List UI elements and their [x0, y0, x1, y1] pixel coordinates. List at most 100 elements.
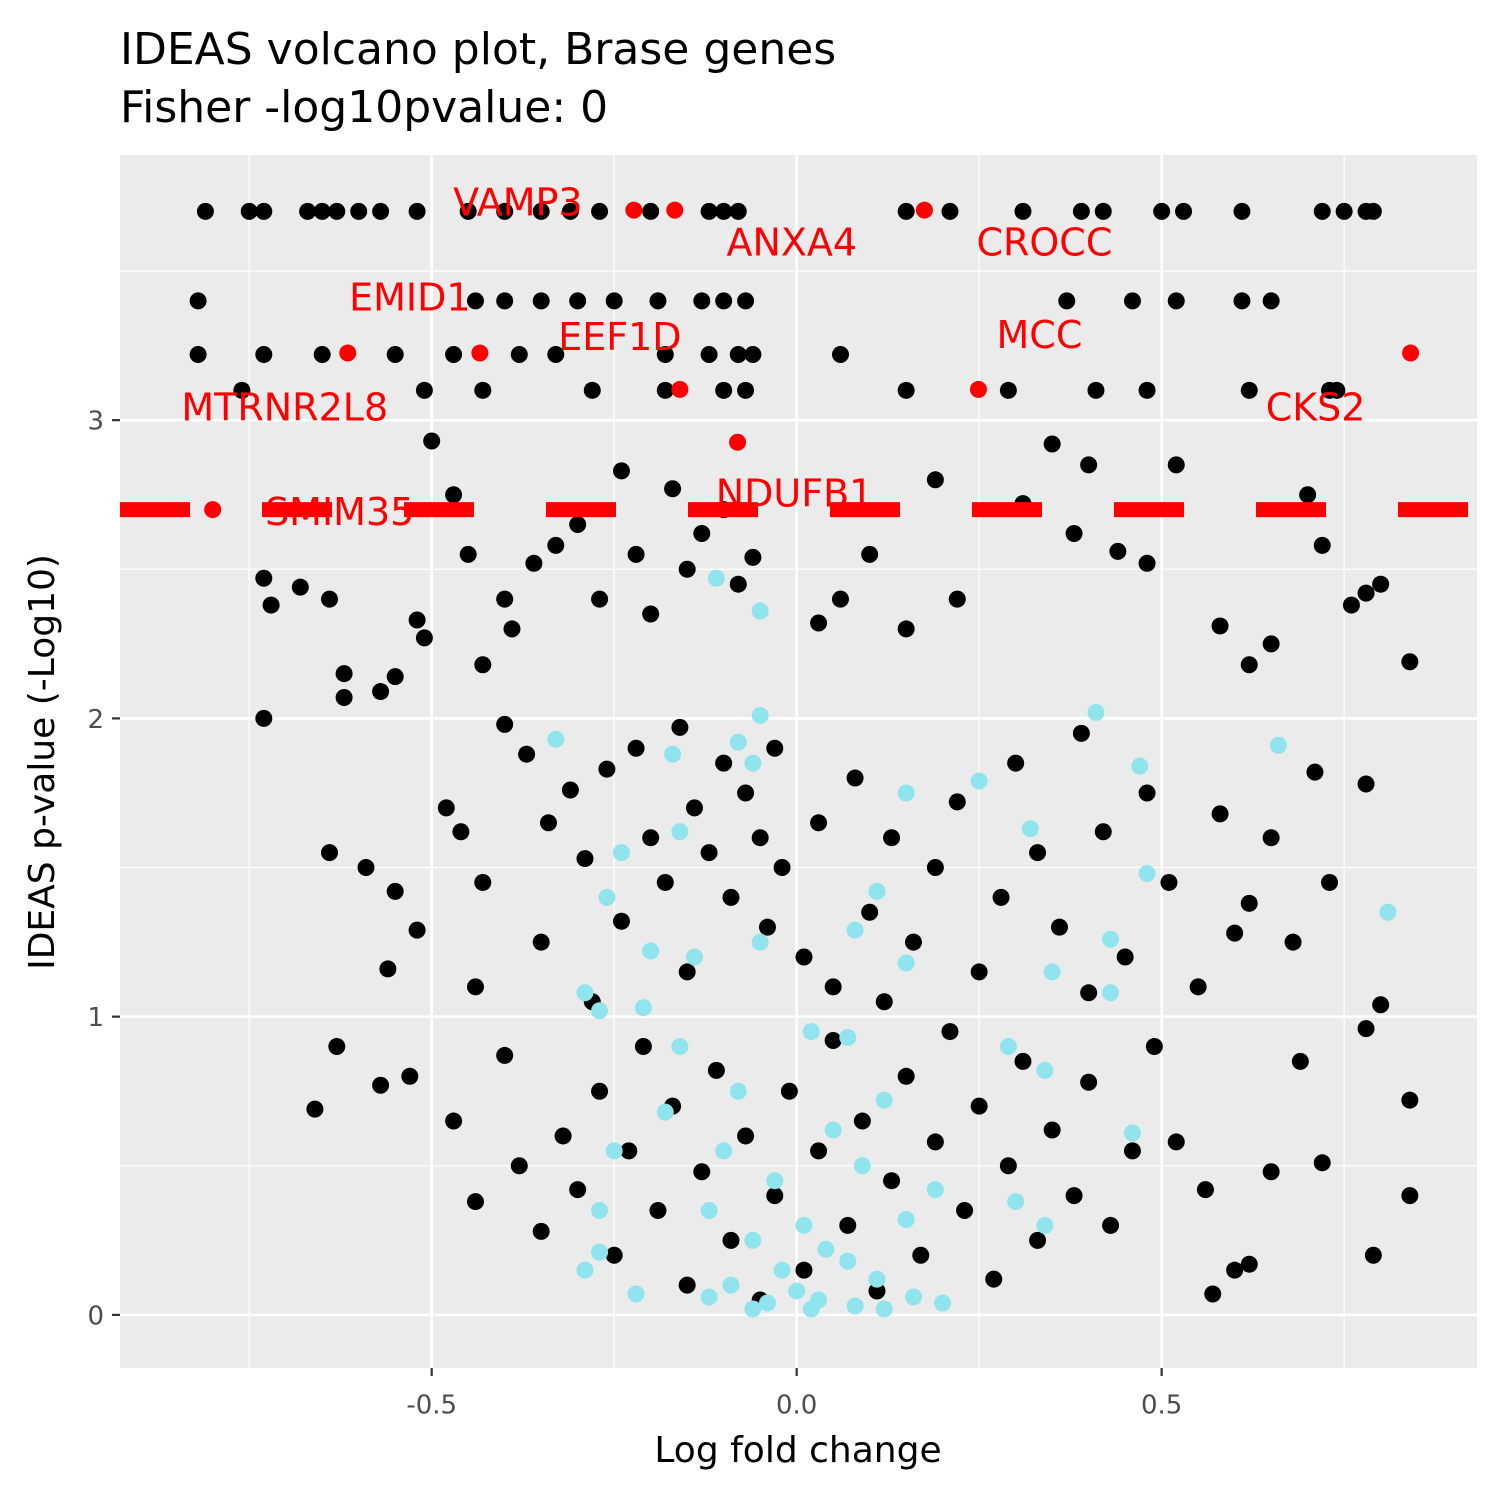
point — [1153, 202, 1171, 220]
point — [664, 480, 682, 498]
point — [766, 739, 784, 757]
point — [642, 829, 660, 847]
point — [678, 560, 696, 578]
point — [1138, 381, 1156, 399]
point — [1233, 292, 1251, 310]
point — [634, 999, 652, 1017]
point — [969, 380, 987, 398]
point — [1102, 1216, 1120, 1234]
point — [350, 202, 368, 220]
point — [372, 683, 390, 701]
point — [707, 569, 725, 587]
point — [532, 202, 550, 220]
point — [591, 1002, 609, 1020]
point — [320, 590, 338, 608]
point — [1240, 381, 1258, 399]
point — [547, 536, 565, 554]
point — [459, 202, 477, 220]
point — [1189, 978, 1207, 996]
point — [612, 462, 630, 480]
point — [839, 1252, 857, 1270]
point — [1167, 1133, 1185, 1151]
point — [204, 501, 222, 519]
point — [605, 292, 623, 310]
point — [1342, 596, 1360, 614]
point — [1123, 1124, 1141, 1142]
point — [503, 620, 521, 638]
point — [401, 1067, 419, 1085]
point — [189, 346, 207, 364]
point — [926, 471, 944, 489]
point — [802, 1300, 820, 1318]
point — [671, 380, 689, 398]
point — [766, 1187, 784, 1205]
point — [423, 432, 441, 450]
point — [1014, 1052, 1032, 1070]
point — [700, 844, 718, 862]
point — [751, 706, 769, 724]
point — [1138, 554, 1156, 572]
point — [1240, 894, 1258, 912]
point — [868, 1282, 886, 1300]
point — [678, 1276, 696, 1294]
point — [1313, 202, 1331, 220]
point — [598, 760, 616, 778]
point — [897, 202, 915, 220]
x-axis-title: Log fold change — [654, 1430, 941, 1471]
point — [591, 590, 609, 608]
point — [758, 918, 776, 936]
point — [729, 575, 747, 593]
point — [313, 202, 331, 220]
point — [751, 602, 769, 620]
point — [627, 739, 645, 757]
point — [466, 1193, 484, 1211]
point — [1321, 873, 1339, 891]
point — [1262, 292, 1280, 310]
point — [744, 1231, 762, 1249]
point — [671, 1037, 689, 1055]
point — [547, 346, 565, 364]
point — [744, 346, 762, 364]
point — [839, 1216, 857, 1234]
point — [751, 933, 769, 951]
point — [700, 1202, 718, 1220]
point — [591, 1202, 609, 1220]
point — [408, 921, 426, 939]
point — [1043, 1121, 1061, 1139]
point — [634, 1037, 652, 1055]
point — [715, 1142, 733, 1160]
point — [372, 1076, 390, 1094]
point — [313, 346, 331, 364]
point — [1043, 435, 1061, 453]
plot-panel — [120, 155, 1477, 1368]
point — [992, 888, 1010, 906]
point — [926, 859, 944, 877]
gene-label: CKS2 — [1266, 386, 1366, 430]
point — [649, 1202, 667, 1220]
point — [496, 202, 514, 220]
point — [1401, 1187, 1419, 1205]
point — [1007, 754, 1025, 772]
point — [1014, 202, 1032, 220]
point — [693, 524, 711, 542]
point — [883, 1172, 901, 1190]
point — [255, 709, 273, 727]
point — [729, 346, 747, 364]
point — [328, 1037, 346, 1055]
point — [437, 799, 455, 817]
point — [196, 202, 214, 220]
point — [1029, 1231, 1047, 1249]
point — [795, 1261, 813, 1279]
gene-label: VAMP3 — [453, 181, 582, 225]
point — [941, 202, 959, 220]
point — [1160, 873, 1178, 891]
point — [561, 781, 579, 799]
point — [612, 912, 630, 930]
point — [868, 882, 886, 900]
point — [729, 733, 747, 751]
point — [685, 948, 703, 966]
point — [999, 381, 1017, 399]
point — [802, 1023, 820, 1041]
